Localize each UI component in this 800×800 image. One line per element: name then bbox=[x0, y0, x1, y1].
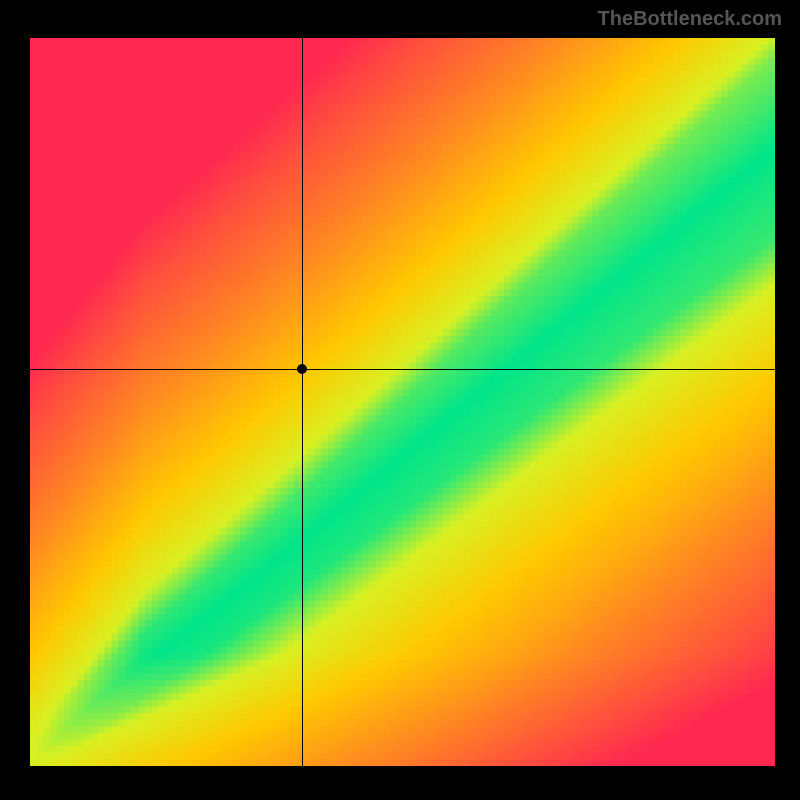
watermark-text: TheBottleneck.com bbox=[598, 8, 782, 31]
data-point-marker bbox=[297, 364, 307, 374]
crosshair-horizontal bbox=[30, 369, 775, 370]
heatmap-canvas bbox=[30, 38, 775, 766]
crosshair-vertical bbox=[302, 38, 303, 766]
heatmap-plot bbox=[30, 38, 775, 766]
